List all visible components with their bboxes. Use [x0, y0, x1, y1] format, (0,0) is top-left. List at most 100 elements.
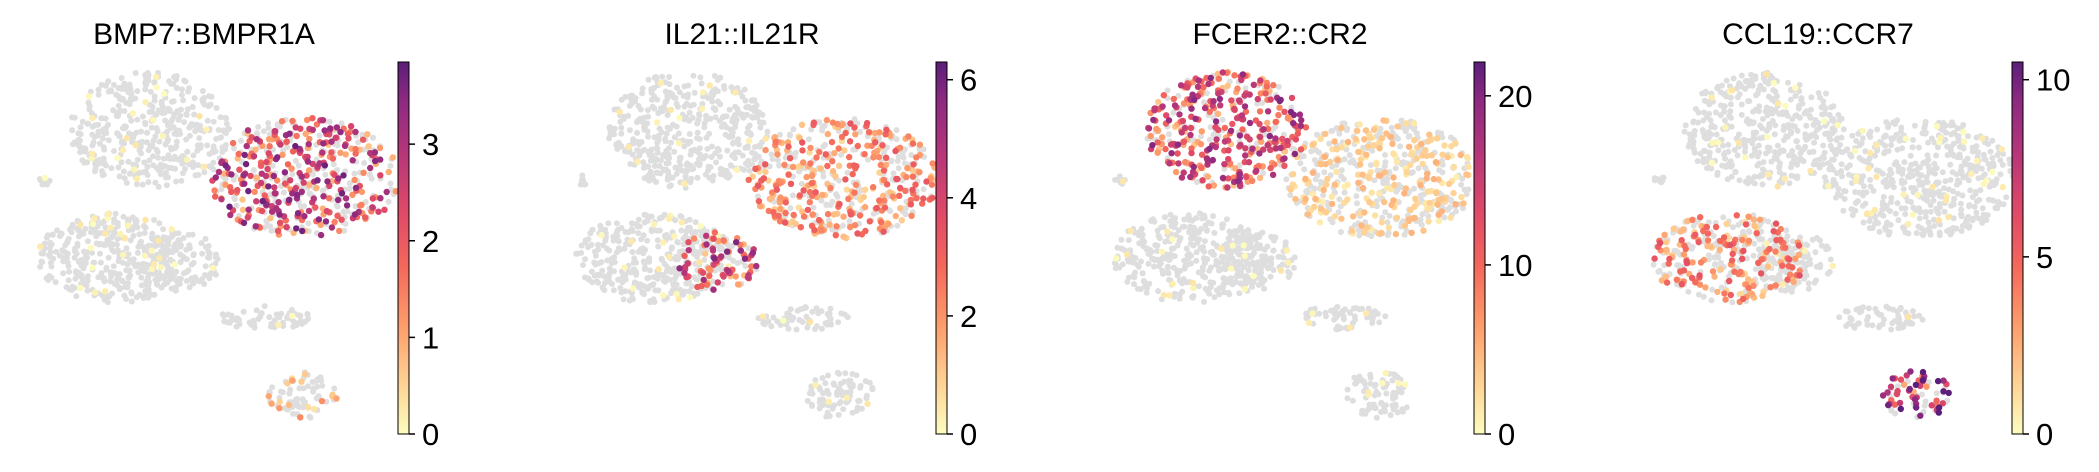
cell-point [99, 135, 106, 142]
expressing-cell-point [288, 165, 295, 172]
cell-point [796, 317, 803, 323]
cell-point [1390, 389, 1397, 396]
cell-point [1167, 252, 1174, 258]
expressing-cell-point [849, 170, 856, 178]
cell-point [1786, 180, 1793, 187]
expressing-cell-point [292, 142, 299, 150]
cell-point [611, 131, 618, 138]
cell-point [653, 74, 660, 81]
expressing-cell-point [1287, 108, 1295, 116]
cell-point [679, 167, 686, 174]
expressing-cell-point [1245, 159, 1253, 166]
expressing-cell-point [1432, 159, 1440, 166]
cell-point [135, 269, 142, 276]
cell-point [827, 305, 834, 312]
cell-point [170, 81, 177, 87]
expressing-cell-point [847, 211, 854, 218]
cell-point [387, 162, 394, 169]
expressing-cell-point [1423, 152, 1430, 160]
expressing-cell-point [336, 227, 343, 235]
expressing-cell-point [920, 195, 927, 202]
cell-point [1750, 108, 1757, 115]
expressing-cell-point [897, 205, 904, 212]
expressing-cell-point [1346, 324, 1354, 331]
expressing-cell-point [1331, 138, 1338, 145]
cell-point [178, 177, 185, 184]
expressing-cell-point [251, 188, 258, 195]
expressing-cell-point [676, 114, 683, 122]
cell-point [1806, 149, 1813, 156]
expressing-cell-point [227, 211, 234, 219]
expressing-cell-point [337, 149, 344, 156]
expressing-cell-point [365, 143, 372, 150]
expressing-cell-point [1162, 145, 1169, 153]
cell-point [177, 243, 184, 250]
cell-point [319, 382, 326, 389]
expressing-cell-point [369, 204, 376, 211]
cell-point [788, 317, 795, 324]
cell-point [1220, 275, 1227, 282]
cell-point [645, 76, 652, 83]
expressing-cell-point [289, 377, 296, 384]
expressing-cell-point [813, 154, 820, 161]
cell-point [847, 383, 854, 390]
expressing-cell-point [1389, 140, 1396, 148]
cell-point [142, 72, 149, 78]
cell-point [718, 123, 725, 130]
cell-point [204, 117, 211, 124]
cell-point [613, 220, 620, 227]
expressing-cell-point [1289, 171, 1297, 178]
cell-point [664, 176, 671, 183]
expressing-cell-point [1214, 110, 1222, 118]
cell-point [1315, 149, 1322, 156]
expressing-cell-point [819, 191, 826, 199]
cell-point [634, 129, 641, 136]
expressing-cell-point [880, 228, 887, 235]
expressing-cell-point [1182, 158, 1189, 166]
cell-point [742, 97, 749, 104]
cell-point [205, 248, 212, 255]
cell-point [1403, 404, 1410, 411]
cell-point [65, 263, 72, 270]
expressing-cell-point [148, 247, 155, 254]
cell-point [743, 111, 750, 118]
expressing-cell-point [830, 211, 838, 218]
cell-point [206, 151, 213, 157]
expressing-cell-point [697, 223, 704, 230]
expressing-cell-point [877, 218, 885, 226]
cell-point [751, 156, 758, 162]
expressing-cell-point [268, 400, 275, 407]
cell-point [1236, 290, 1243, 297]
cell-point [1734, 94, 1741, 101]
expressing-cell-point [789, 163, 797, 171]
cell-point [623, 241, 629, 248]
expressing-cell-point [842, 176, 849, 183]
expressing-cell-point [1424, 170, 1431, 178]
cell-point [98, 270, 105, 277]
expressing-cell-point [811, 226, 818, 234]
cell-point [110, 263, 117, 270]
cell-point [730, 140, 737, 147]
cell-point [1374, 310, 1381, 317]
cell-point [621, 113, 628, 120]
cell-point [126, 216, 133, 223]
expressing-cell-point [817, 165, 824, 172]
expressing-cell-point [1297, 122, 1305, 129]
cell-point [75, 233, 82, 240]
expressing-cell-point [1390, 197, 1397, 204]
cell-point [806, 390, 813, 397]
cell-point [641, 146, 648, 153]
expressing-cell-point [1216, 95, 1224, 103]
cell-point [1181, 223, 1188, 230]
expressing-cell-point [377, 156, 384, 163]
expressing-cell-point [1358, 222, 1365, 229]
expressing-cell-point [1361, 136, 1368, 143]
expressing-cell-point [840, 233, 847, 240]
expressing-cell-point [1457, 151, 1464, 159]
expressing-cell-point [1412, 195, 1419, 202]
expressing-cell-point [1241, 252, 1249, 260]
expressing-cell-point [711, 255, 718, 262]
cell-point [713, 159, 720, 166]
cell-point [688, 175, 695, 182]
cell-point [163, 182, 170, 189]
